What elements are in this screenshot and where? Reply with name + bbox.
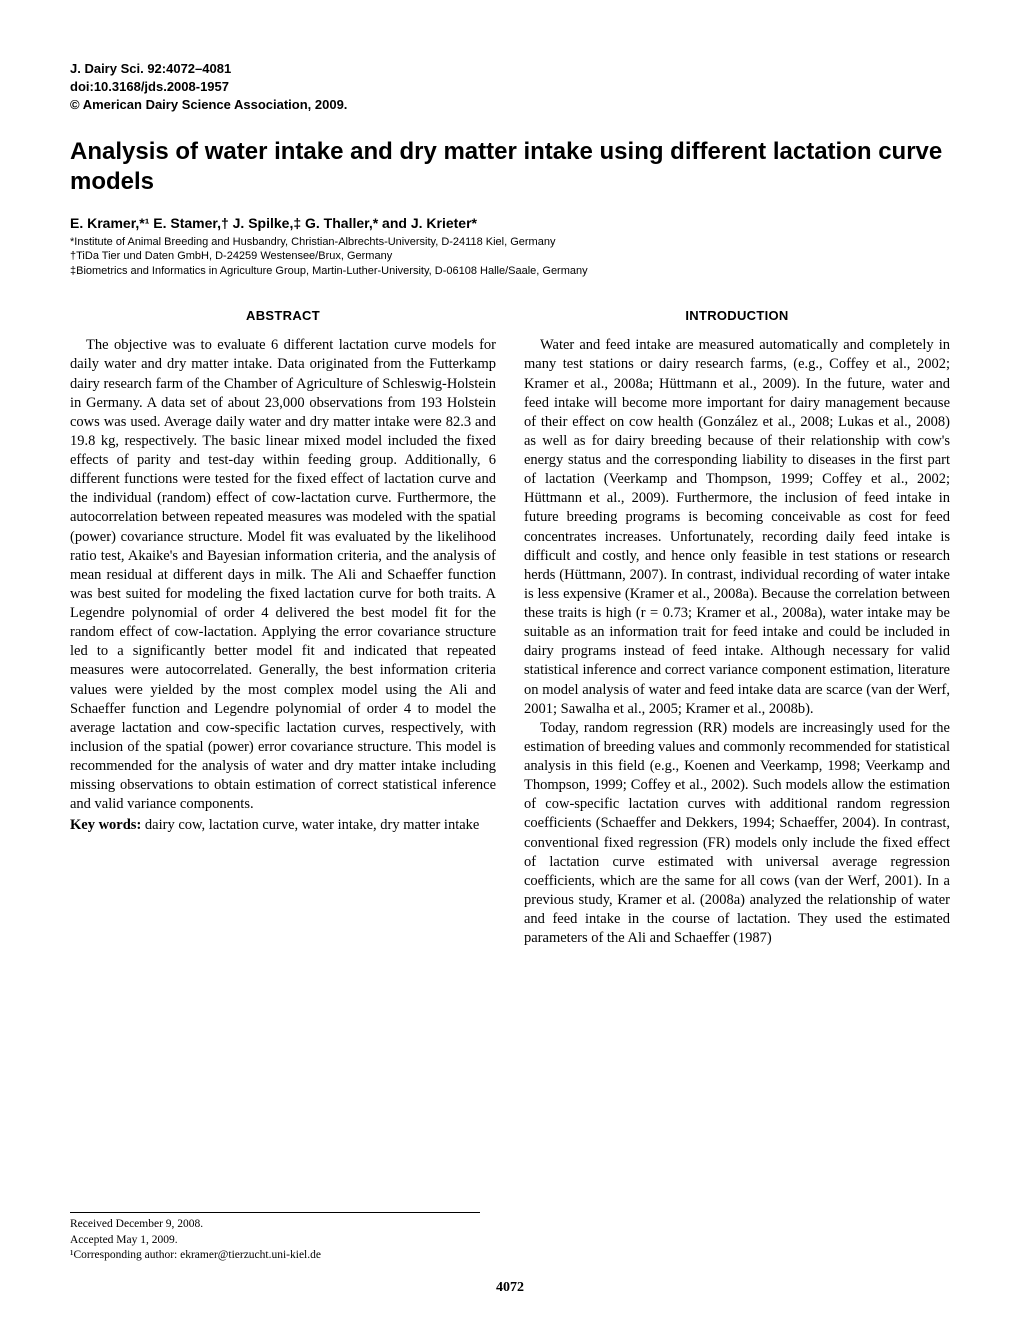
keywords-label: Key words: <box>70 817 141 833</box>
keywords-line: Key words: dairy cow, lactation curve, w… <box>70 816 496 835</box>
introduction-heading: INTRODUCTION <box>524 307 950 324</box>
affiliation-line: †TiDa Tier und Daten GmbH, D-24259 Weste… <box>70 249 950 264</box>
journal-header: J. Dairy Sci. 92:4072–4081 doi:10.3168/j… <box>70 60 950 115</box>
affiliation-line: *Institute of Animal Breeding and Husban… <box>70 235 950 250</box>
two-column-body: ABSTRACT The objective was to evaluate 6… <box>70 307 950 948</box>
right-column: INTRODUCTION Water and feed intake are m… <box>524 307 950 948</box>
article-title: Analysis of water intake and dry matter … <box>70 137 950 197</box>
intro-paragraph: Water and feed intake are measured autom… <box>524 336 950 719</box>
affiliation-line: ‡Biometrics and Informatics in Agricultu… <box>70 264 950 279</box>
doi-line: doi:10.3168/jds.2008-1957 <box>70 78 950 96</box>
footnote-received: Received December 9, 2008. <box>70 1217 480 1233</box>
footnotes: Received December 9, 2008. Accepted May … <box>70 1212 480 1264</box>
page-number: 4072 <box>0 1280 1020 1296</box>
journal-line: J. Dairy Sci. 92:4072–4081 <box>70 60 950 78</box>
intro-paragraph: Today, random regression (RR) models are… <box>524 719 950 949</box>
author-list: E. Kramer,*¹ E. Stamer,† J. Spilke,‡ G. … <box>70 215 950 231</box>
abstract-heading: ABSTRACT <box>70 307 496 324</box>
keywords-text: dairy cow, lactation curve, water intake… <box>141 817 479 833</box>
left-column: ABSTRACT The objective was to evaluate 6… <box>70 307 496 948</box>
abstract-body: The objective was to evaluate 6 differen… <box>70 336 496 814</box>
affiliations: *Institute of Animal Breeding and Husban… <box>70 235 950 280</box>
copyright-line: © American Dairy Science Association, 20… <box>70 96 950 114</box>
footnote-accepted: Accepted May 1, 2009. <box>70 1233 480 1249</box>
footnote-corresponding: ¹Corresponding author: ekramer@tierzucht… <box>70 1248 480 1264</box>
